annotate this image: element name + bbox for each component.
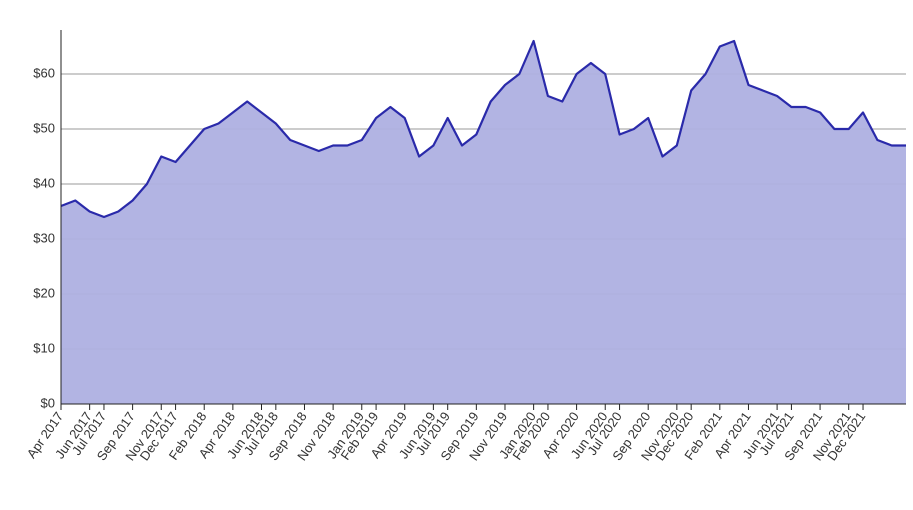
y-tick-label: $50 bbox=[33, 120, 55, 135]
y-tick-label: $60 bbox=[33, 65, 55, 80]
y-tick-label: $30 bbox=[33, 230, 55, 245]
y-tick-label: $20 bbox=[33, 285, 55, 300]
area-line bbox=[60, 39, 906, 219]
y-tick-label: $40 bbox=[33, 175, 55, 190]
y-tick-label: $0 bbox=[41, 395, 55, 410]
area-fill bbox=[61, 41, 906, 404]
y-tick-label: $10 bbox=[33, 340, 55, 355]
